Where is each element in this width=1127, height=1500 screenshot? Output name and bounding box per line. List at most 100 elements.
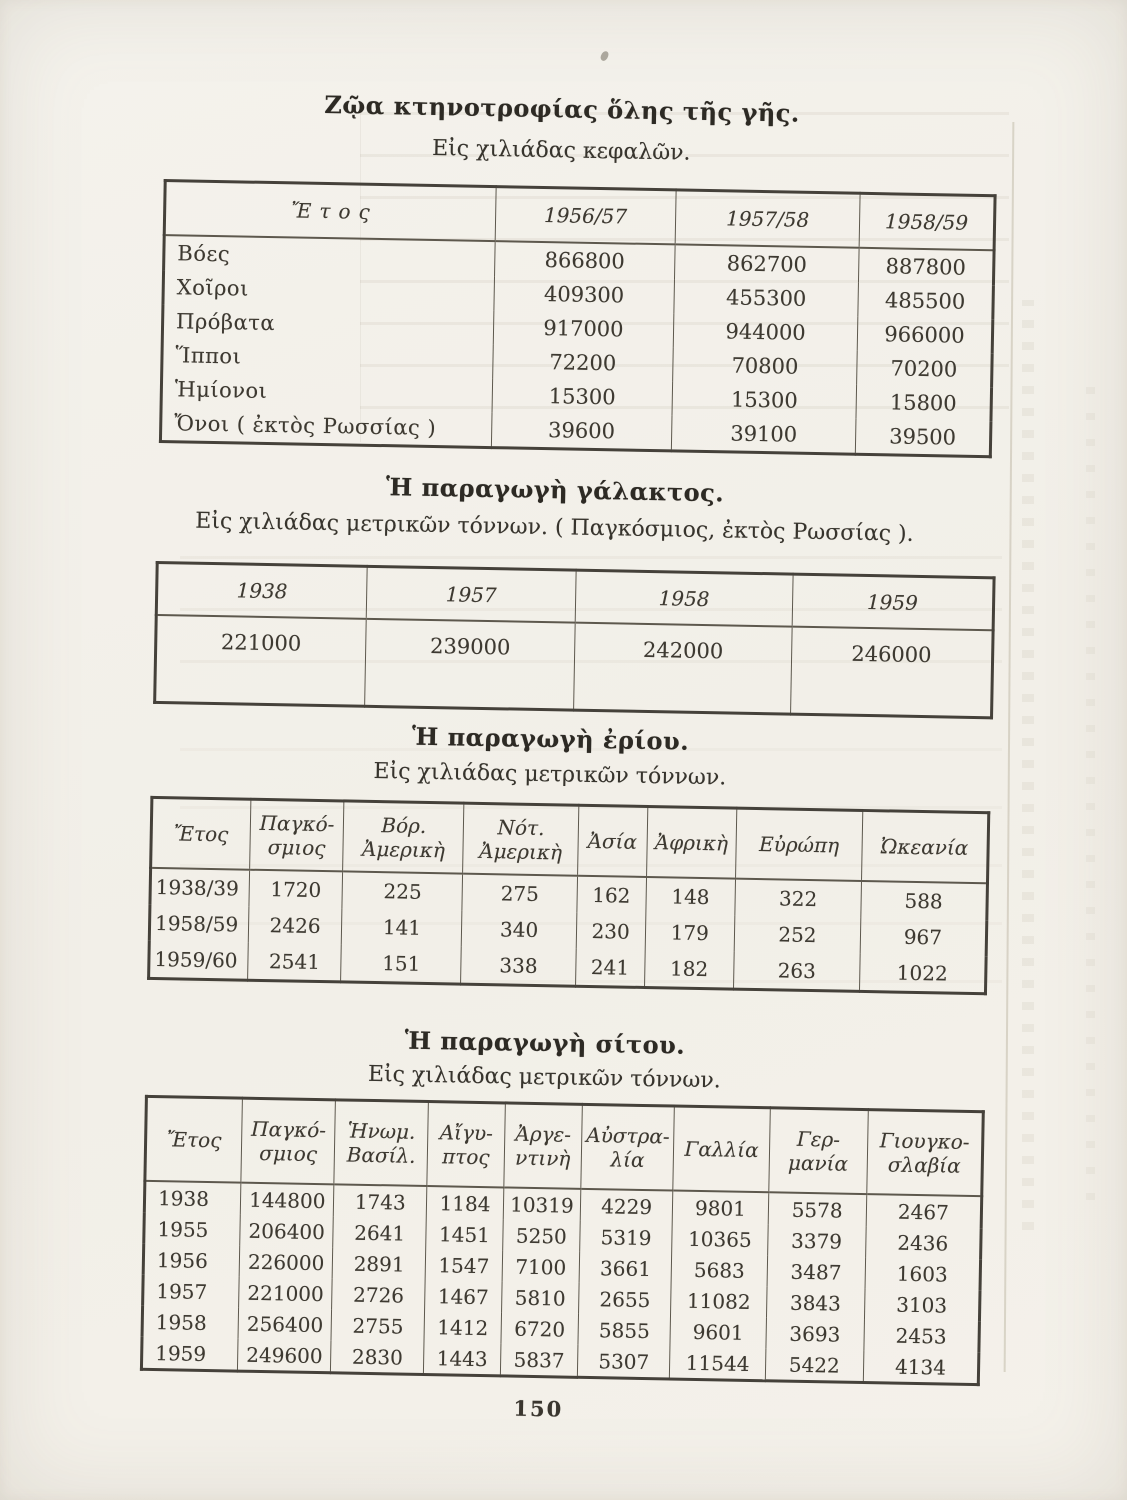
table-cell: 239000 [364,618,576,711]
table-cell: 1603 [864,1257,981,1291]
table-cell: 5837 [500,1343,578,1378]
table-cell: 2541 [247,942,342,982]
table-cell: 1720 [248,869,343,909]
table-cell: 485500 [857,282,994,320]
column-header: 1958/59 [859,193,996,251]
column-header: Ὠκεανία [861,810,989,884]
table-cell: 944000 [673,313,858,351]
column-header: 1957 [365,566,577,623]
table-cell: 249600 [237,1338,332,1373]
table-cell: 322 [734,878,862,918]
column-header: Ἀργε- ντινὴ [503,1102,583,1189]
table-cell: 141 [341,908,463,947]
table-cell: 866800 [494,241,676,280]
wool-table: Ἔτος Παγκό- σμιος Βόρ. Ἀμερικὴ Νότ. Ἀμερικὴ… [147,795,991,996]
row-header-cell: 1955 [157,1216,209,1242]
page-number: 150 [513,1395,564,1422]
table-cell: 5683 [671,1253,768,1287]
table-cell: 3487 [766,1255,866,1289]
table-cell: 2655 [578,1282,672,1316]
section-subtitle-milk: Εἰς χιλιάδας μετρικῶν τόννων. ( Παγκόσμι… [195,508,914,547]
table-cell: 1022 [859,953,987,994]
table-cell: 179 [644,913,735,952]
table-cell: 1443 [423,1341,501,1376]
table-cell: 5578 [767,1192,867,1227]
table-cell: 1184 [426,1186,504,1220]
table-cell: 275 [462,873,578,913]
column-header: Παγκό- σμιος [249,799,345,872]
column-header: Ἀφρικὴ [646,806,737,879]
table-cell: 2755 [331,1309,425,1342]
row-header-cell: Βόες [177,241,231,267]
column-header: Αἴγυ- πτος [426,1101,506,1188]
table-cell: 263 [733,951,861,992]
table-cell: 241 [575,948,645,988]
table-cell: 148 [645,876,736,916]
table-cell: 246000 [790,626,994,718]
column-header: Νότ. Ἀμερικὴ [463,803,579,876]
table-cell: 2726 [332,1278,426,1312]
table-cell: 3843 [766,1286,865,1320]
table-cell: 6720 [500,1312,579,1345]
column-header: Γαλλία [673,1106,770,1193]
table-cell: 1467 [424,1280,503,1313]
table-cell: 70200 [856,350,993,388]
table-cell: 409300 [493,276,675,314]
table-cell: 5422 [764,1348,864,1383]
table-cell: 182 [644,949,735,990]
row-header-cell: 1959 [155,1340,207,1366]
table-cell: 2453 [863,1319,980,1353]
column-header: Βόρ. Ἀμερικὴ [342,800,465,874]
table-cell: 39100 [671,415,856,455]
column-header: Ἔτος [150,797,251,870]
column-header: 1957/58 [675,189,861,248]
column-header: 1938 [156,562,367,619]
row-header-cell: 221000 [220,630,302,656]
milk-table: 1938 1957 1958 1959 221000 239000 242000 246000 [153,560,996,720]
table-cell: 5250 [502,1219,581,1252]
table-cell: 967 [860,917,987,957]
table-cell: 338 [460,946,576,987]
table-cell: 15800 [855,384,992,422]
table-cell: 39500 [855,418,991,457]
table-cell: 2426 [248,906,343,945]
column-header: Γερ- μανία [768,1107,869,1195]
table-cell: 144800 [240,1182,335,1217]
table-cell: 10365 [672,1222,768,1256]
table-cell: 11544 [669,1346,766,1381]
table-cell: 340 [461,910,577,949]
table-cell: 151 [340,944,462,985]
column-header: 1958 [575,570,793,627]
table-cell: 3693 [765,1317,865,1351]
column-header: Αὐστρα- λία [580,1104,675,1191]
column-header: Ἡνωμ. Βασίλ. [334,1099,429,1187]
table-cell: 2830 [330,1340,425,1375]
table-cell: 15300 [672,381,857,419]
table-cell: 3103 [864,1288,981,1322]
column-header: Ἔτος [164,180,496,242]
table-cell: 966000 [857,316,993,354]
table-cell: 2641 [333,1216,427,1250]
table-cell: 221000 [238,1276,333,1310]
table-cell: 2436 [865,1226,982,1260]
table-cell: 917000 [492,310,675,348]
section-title-milk: Ἡ παραγωγὴ γάλακτος. [385,472,725,508]
section-subtitle-livestock: Εἰς χιλιάδας κεφαλῶν. [431,135,691,166]
table-cell: 2891 [332,1247,426,1281]
table-cell: 226000 [239,1245,334,1279]
header-row: Ἔτος Παγκό- σμιος Ἡνωμ. Βασίλ. Αἴγυ- πτος Ἀρ… [144,1096,984,1197]
column-header: Εὐρώπη [735,808,863,881]
table-cell: 5307 [577,1344,671,1380]
table-row: 221000 239000 242000 246000 [155,615,994,718]
table-cell: 230 [575,912,646,950]
row-header-cell: 1959/60 [154,946,238,973]
section-title-livestock: Ζῷα κτηνοτροφίας ὅλης τῆς γῆς. [324,89,801,128]
row-header-cell: 1956 [156,1247,209,1273]
table-cell: 588 [860,880,988,921]
table-cell: 7100 [502,1250,580,1283]
table-cell: 887800 [858,247,995,286]
table-cell: 5810 [501,1281,579,1314]
row-header-cell: Ὄνοι ( ἐκτὸς Ρωσσίας ) [174,411,437,441]
